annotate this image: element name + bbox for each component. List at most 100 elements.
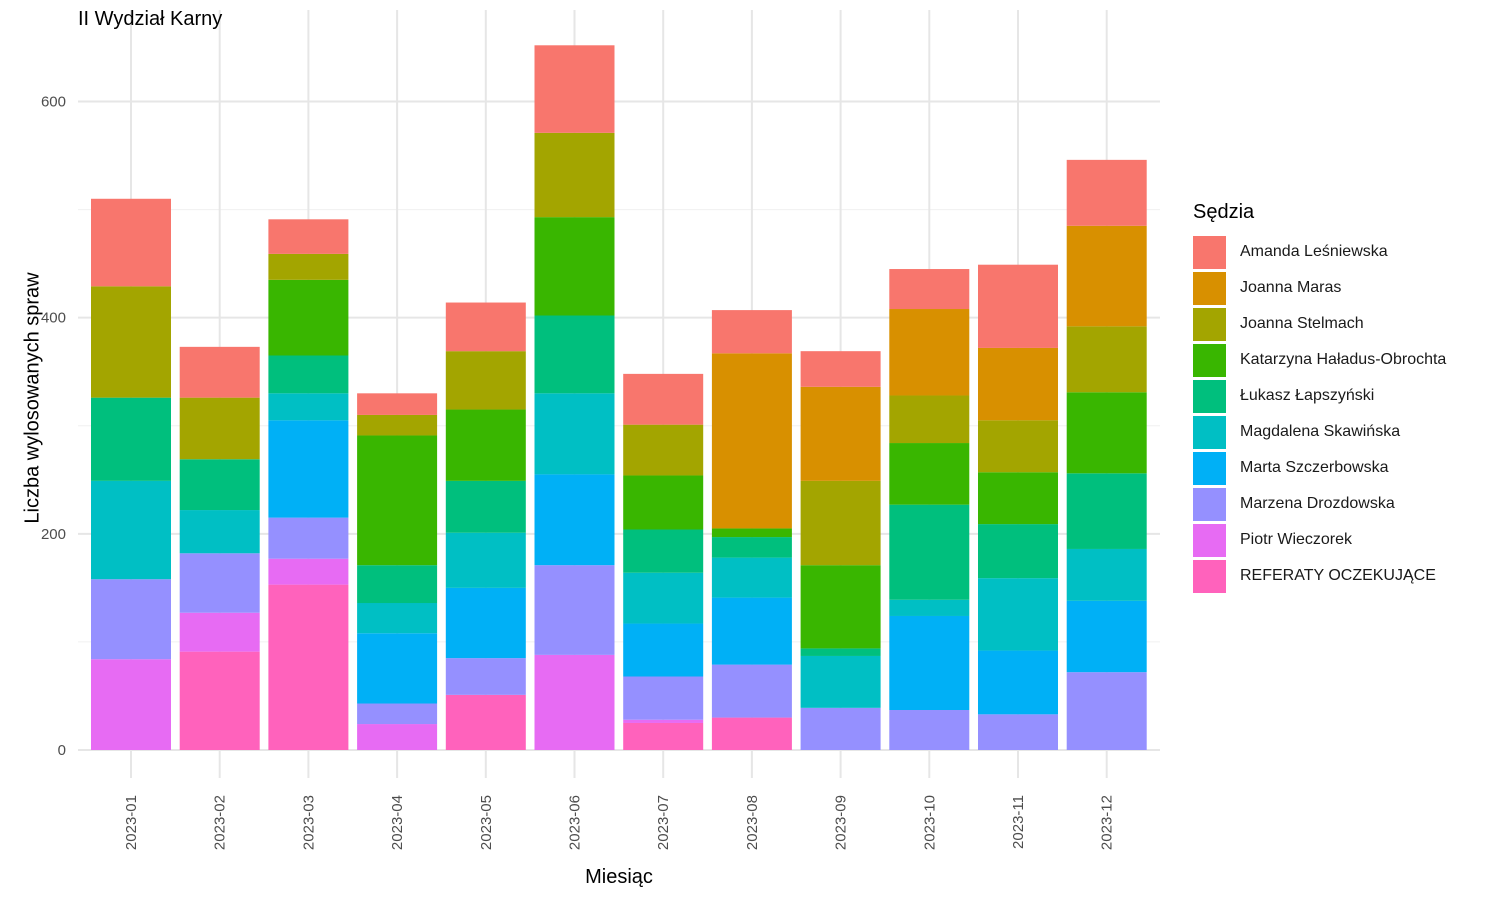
x-tick-label: 2023-02 (212, 795, 229, 850)
legend-color-key (1193, 559, 1226, 593)
legend-label: Joanna Maras (1240, 279, 1342, 296)
bar-segment (268, 420, 349, 518)
legend-label: Amanda Leśniewska (1240, 243, 1388, 260)
y-tick-label: 600 (41, 94, 66, 111)
bar-segment (1066, 672, 1147, 750)
bar-segment (711, 353, 792, 529)
bar-segment (1066, 159, 1147, 226)
bar-segment (534, 654, 615, 750)
legend-item: Marta Szczerbowska (1193, 450, 1446, 486)
bar-segment (978, 524, 1058, 579)
bar-segment (623, 719, 704, 723)
bar-segment (889, 395, 970, 444)
bar-segment (91, 579, 171, 660)
legend-label: Łukasz Łapszyński (1240, 387, 1375, 404)
bar-segment (889, 269, 970, 310)
bar-segment (978, 347, 1058, 421)
bar-segment (445, 302, 526, 352)
bar-segment (623, 623, 704, 677)
bar-segment (800, 707, 881, 750)
bar-segment (91, 480, 171, 580)
bar-segment (711, 664, 792, 718)
bar-segment (534, 132, 615, 218)
legend-color-key (1193, 415, 1226, 449)
bar-segment (268, 355, 349, 394)
bar-segment (1066, 473, 1147, 549)
bar-segment (445, 351, 526, 410)
legend-item: Joanna Maras (1193, 270, 1446, 306)
bar-segment (357, 724, 438, 750)
bar-segment (445, 480, 526, 533)
bar-segment (889, 599, 970, 616)
legend-color-key (1193, 379, 1226, 413)
legend-item: Piotr Wieczorek (1193, 522, 1446, 558)
bar-segment (1066, 326, 1147, 393)
bar-segment (445, 694, 526, 750)
bar-segment (1066, 600, 1147, 673)
legend-title: Sędzia (1193, 201, 1255, 223)
chart-title: II Wydział Karny (78, 8, 223, 30)
legend: Sędzia Amanda Leśniewska Joanna Maras Joan… (1193, 201, 1446, 594)
legend-label: Joanna Stelmach (1240, 315, 1364, 332)
bar-segment (623, 529, 704, 573)
legend-color-key (1193, 343, 1226, 377)
bar-segment (978, 650, 1058, 715)
bar-segment (357, 703, 438, 725)
bar-segment (623, 424, 704, 476)
x-tick-label: 2023-07 (655, 795, 672, 850)
bar-segment (179, 510, 260, 554)
x-tick-label: 2023-04 (389, 795, 406, 850)
bar-segment (268, 253, 349, 280)
x-tick-label: 2023-12 (1099, 795, 1116, 850)
bar-segment (889, 615, 970, 711)
legend-label: Piotr Wieczorek (1240, 531, 1353, 548)
x-tick-label: 2023-09 (833, 795, 850, 850)
bar-segment (711, 597, 792, 665)
y-axis-label: Liczba wylosowanych spraw (21, 272, 44, 524)
bar-segment (889, 504, 970, 600)
bar-segment (800, 480, 881, 566)
legend-color-key (1193, 451, 1226, 485)
legend-item: REFERATY OCZEKUJĄCE (1193, 558, 1446, 594)
legend-color-key (1193, 307, 1226, 341)
bar-segment (445, 587, 526, 659)
x-axis-label: Miesiąc (585, 866, 653, 888)
legend-label: Magdalena Skawińska (1240, 423, 1401, 440)
legend-color-key (1193, 523, 1226, 557)
bar-segment (268, 558, 349, 585)
bar-segment (711, 528, 792, 538)
bar-segment (357, 435, 438, 566)
bar-segment (357, 633, 438, 704)
legend-item: Marzena Drozdowska (1193, 486, 1446, 522)
bar-segment (534, 45, 615, 133)
bar-segment (445, 532, 526, 588)
legend-color-key (1193, 271, 1226, 305)
bar-segment (623, 572, 704, 624)
legend-label: Marta Szczerbowska (1240, 459, 1389, 476)
bar-segment (534, 393, 615, 475)
bar-segment (623, 475, 704, 530)
bar-segment (445, 658, 526, 695)
bar-segment (711, 310, 792, 354)
bar-segment (623, 676, 704, 720)
bar-segment (91, 198, 171, 287)
legend-item: Magdalena Skawińska (1193, 414, 1446, 450)
x-tick-label: 2023-10 (921, 795, 938, 850)
bar-segment (534, 217, 615, 316)
bar-segment (978, 264, 1058, 348)
bar-segment (534, 474, 615, 566)
bars (91, 45, 1147, 750)
legend-color-key (1193, 235, 1226, 269)
bar-segment (268, 279, 349, 356)
bar-segment (800, 351, 881, 387)
bar-segment (889, 309, 970, 396)
bar-segment (357, 565, 438, 604)
x-tick-label: 2023-05 (478, 795, 495, 850)
bar-segment (179, 651, 260, 750)
bar-segment (1066, 225, 1147, 327)
bar-segment (1066, 392, 1147, 474)
legend-item: Amanda Leśniewska (1193, 234, 1446, 270)
bar-segment (800, 655, 881, 708)
